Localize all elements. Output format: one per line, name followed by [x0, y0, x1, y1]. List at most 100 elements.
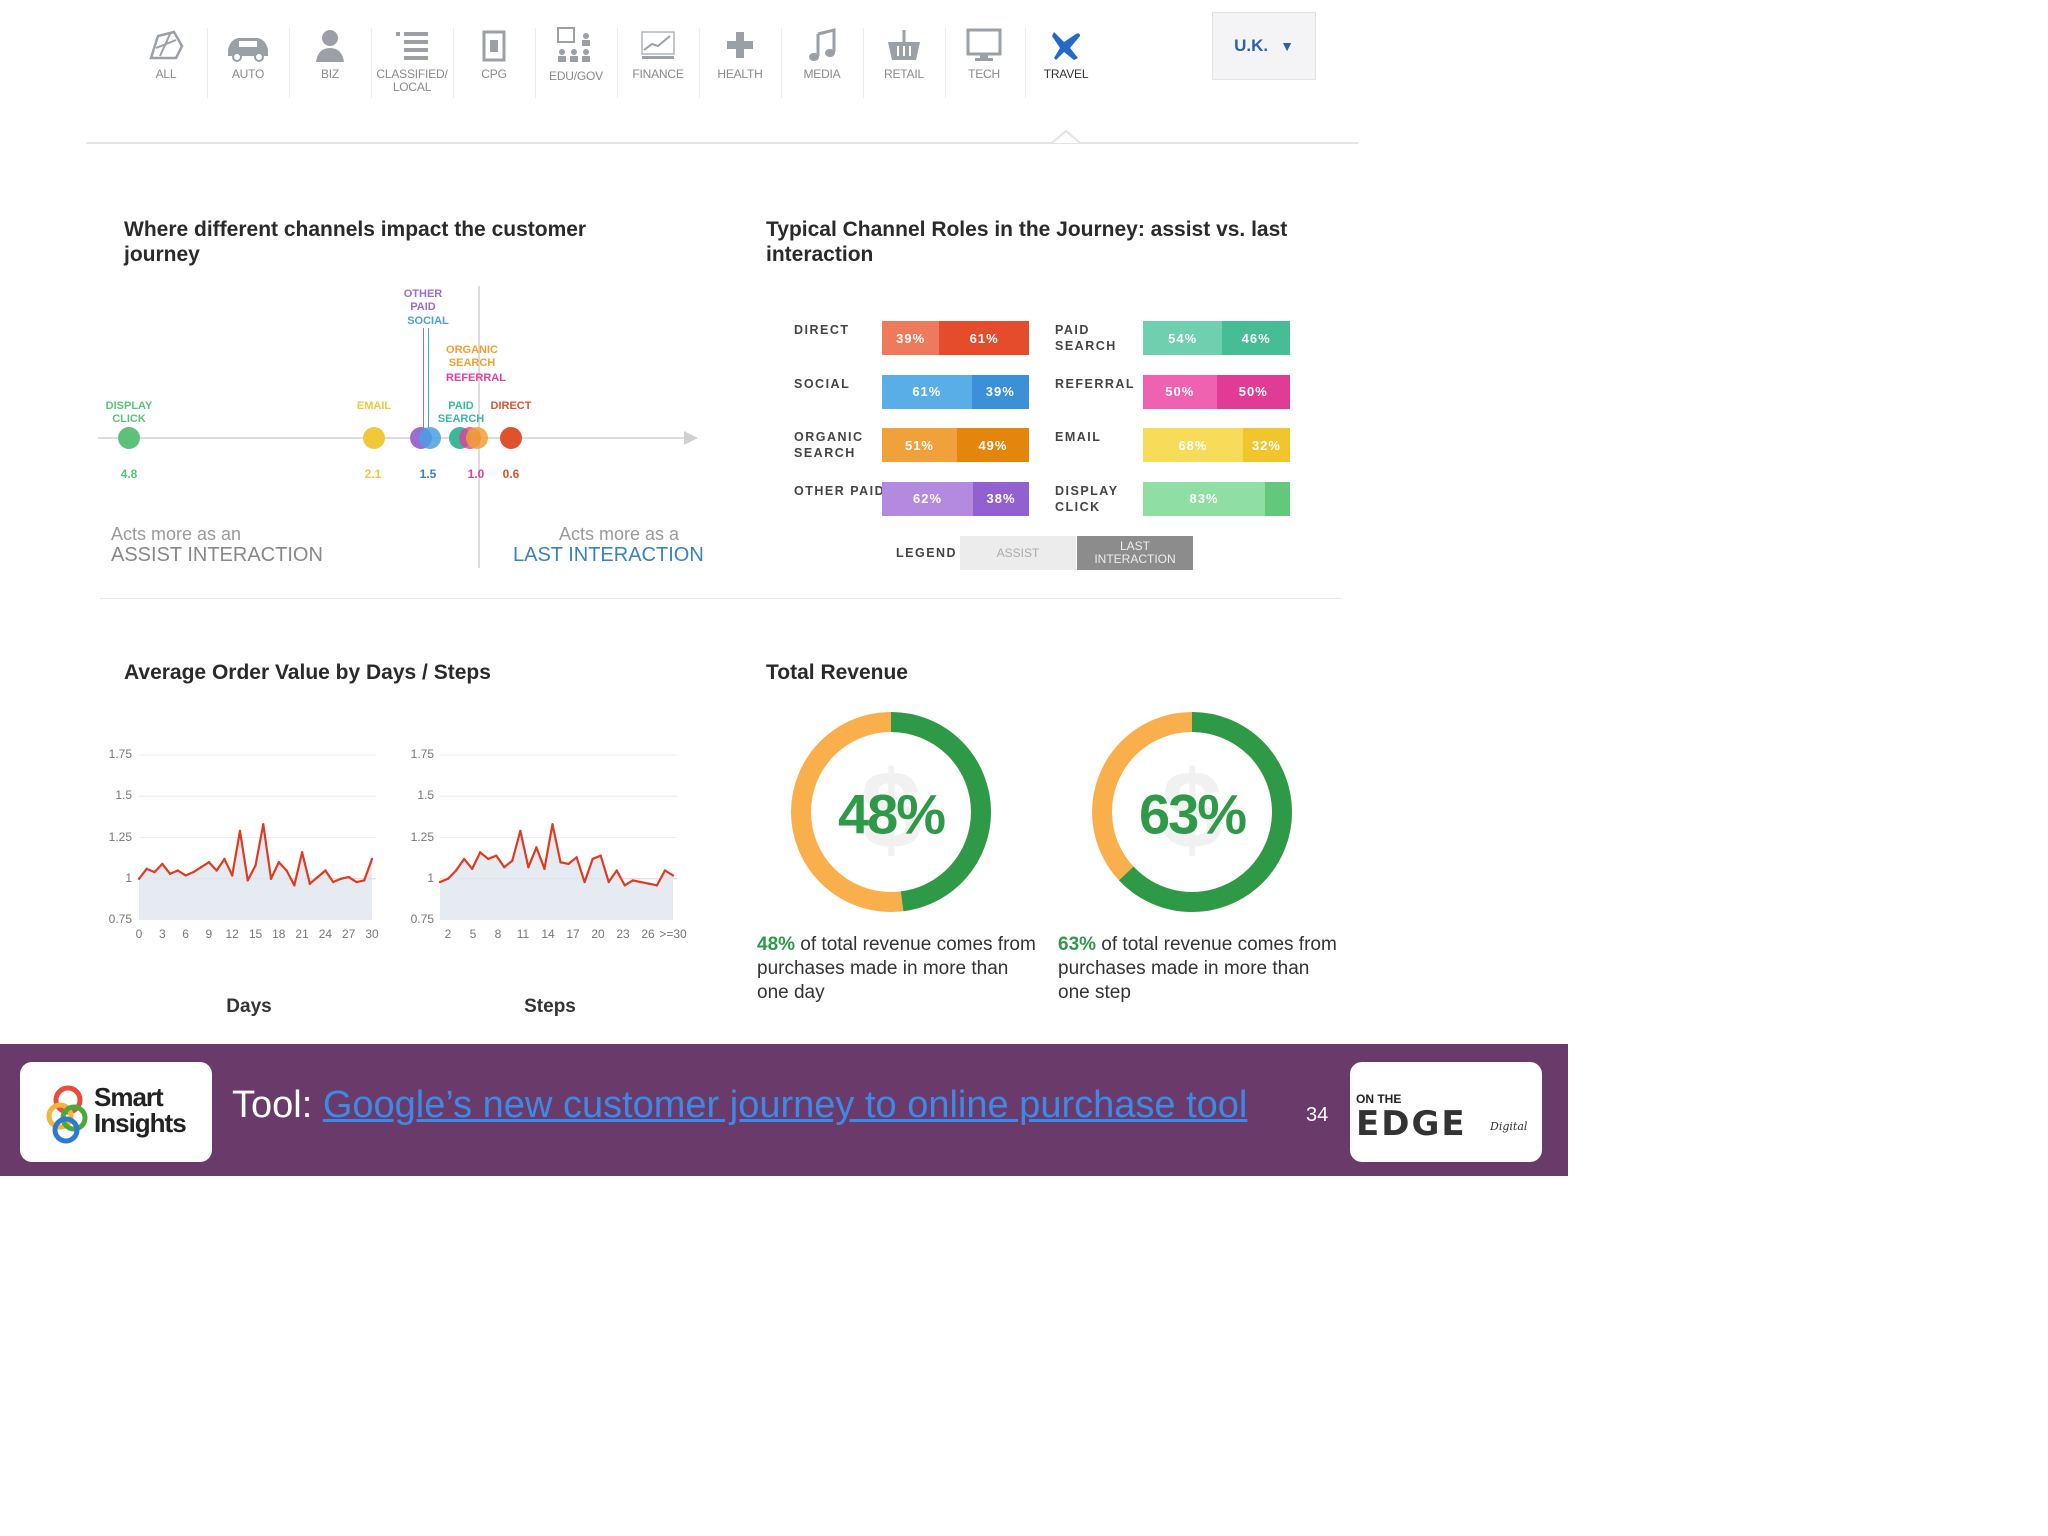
- y-tick-label: 1.75: [410, 747, 434, 761]
- dot-social[interactable]: [419, 427, 441, 449]
- x-tick-label: 8: [494, 927, 502, 941]
- x-tick-label: 24: [318, 927, 333, 941]
- role-bar-last: 32%: [1242, 428, 1290, 462]
- nav-item-classified-local[interactable]: CLASSIFIED/LOCAL: [374, 26, 450, 94]
- role-label: DIRECT: [794, 323, 850, 337]
- role-bar-last: 50%: [1216, 374, 1290, 409]
- data-point: [470, 867, 474, 871]
- role-bar-last: 61%: [939, 321, 1029, 355]
- data-point: [347, 875, 350, 879]
- nav-item-biz[interactable]: BIZ: [292, 26, 368, 81]
- data-point: [153, 870, 156, 874]
- role-bar[interactable]: 50% 50%: [1143, 374, 1290, 409]
- dot-email[interactable]: [363, 427, 385, 449]
- data-point: [478, 851, 482, 854]
- data-point: [176, 869, 180, 872]
- donut-share: [1092, 712, 1292, 912]
- nav-divider: [535, 28, 536, 98]
- role-bar-assist: 54%: [1143, 321, 1223, 355]
- package-icon: [482, 30, 506, 62]
- series-line: [439, 823, 674, 887]
- role-bar[interactable]: 61% 39%: [882, 374, 1029, 409]
- data-point: [293, 884, 296, 887]
- role-bar-assist: 50%: [1143, 374, 1217, 409]
- nav-label: ALL: [155, 67, 177, 81]
- nav-item-tech[interactable]: TECH: [946, 26, 1022, 81]
- nav-item-edu-gov[interactable]: EDU/GOV: [538, 26, 614, 83]
- role-bar-assist: 83%: [1143, 481, 1265, 516]
- dot-display-click[interactable]: [118, 427, 140, 449]
- nav-label: EDU/GOV: [549, 69, 603, 83]
- data-point: [370, 857, 374, 861]
- dot-direct[interactable]: [500, 427, 522, 449]
- data-point: [535, 846, 538, 849]
- data-point: [671, 874, 675, 877]
- data-point: [607, 880, 610, 884]
- value-email: 2.1: [364, 467, 382, 481]
- data-point: [285, 869, 288, 872]
- role-bar[interactable]: 68% 32%: [1143, 428, 1290, 462]
- data-point: [339, 877, 343, 880]
- role-bar[interactable]: 83%: [1143, 481, 1290, 516]
- label-display-click: DISPLAY CLICK: [105, 400, 153, 425]
- label-referral: REFERRAL: [446, 372, 506, 384]
- y-tick-label: 0.75: [108, 912, 132, 926]
- nav-item-all[interactable]: ALL: [128, 26, 204, 81]
- data-point: [238, 829, 242, 833]
- role-bar-assist: 62%: [882, 481, 974, 516]
- nav-label: TECH: [968, 67, 1000, 81]
- x-tick-label: 21: [295, 927, 309, 941]
- edge-logo-main: EDGE: [1356, 1104, 1467, 1144]
- nav-item-finance[interactable]: FINANCE: [620, 26, 696, 81]
- value-display: 4.8: [120, 467, 138, 481]
- classroom-icon: [557, 27, 590, 62]
- dot-organic-search[interactable]: [466, 427, 488, 449]
- data-point: [254, 864, 257, 867]
- data-point: [519, 829, 522, 833]
- data-point: [145, 867, 148, 871]
- nav-divider: [781, 28, 782, 98]
- role-bar[interactable]: 51% 49%: [882, 428, 1029, 462]
- slide: ALL AUTO BIZ CLASSIFIED/LOCAL CPG EDU/GO…: [0, 12, 1568, 1176]
- role-bar[interactable]: 54% 46%: [1143, 321, 1290, 355]
- page-number: 34: [1306, 1104, 1329, 1126]
- donut-days-pct: 48%: [837, 782, 946, 846]
- role-bar[interactable]: 62% 38%: [882, 481, 1029, 516]
- basket-icon: [888, 30, 920, 60]
- roles-title: Typical Channel Roles in the Journey: as…: [766, 218, 1288, 266]
- nav-item-retail[interactable]: RETAIL: [866, 26, 942, 81]
- list-icon: [396, 32, 428, 60]
- data-point: [438, 880, 442, 884]
- trend-chart-icon: [641, 31, 675, 59]
- nav-item-auto[interactable]: AUTO: [210, 26, 286, 81]
- data-point: [543, 867, 546, 871]
- x-tick-label: 30: [365, 927, 379, 941]
- nav-item-cpg[interactable]: CPG: [456, 26, 532, 81]
- assist-caption: Acts more as an: [111, 524, 242, 544]
- x-tick-label: 9: [205, 927, 213, 941]
- region-value: U.K.: [1234, 36, 1269, 55]
- data-point: [495, 854, 498, 857]
- other-paid-leader: [423, 328, 424, 428]
- edge-logo-sub: Digital: [1490, 1120, 1528, 1133]
- data-point: [647, 882, 651, 885]
- section-divider: [100, 598, 1342, 599]
- tool-link[interactable]: Google’s new customer journey to online …: [322, 1084, 1248, 1126]
- dollar-watermark-icon: $: [860, 749, 921, 872]
- x-tick-label: 6: [182, 927, 189, 941]
- nav-item-travel[interactable]: TRAVEL: [1028, 26, 1104, 81]
- region-dropdown[interactable]: U.K. ▼: [1212, 12, 1316, 80]
- globe-icon: [149, 30, 184, 60]
- data-point: [446, 877, 450, 880]
- role-bar-last: 49%: [956, 428, 1029, 462]
- nav-item-health[interactable]: HEALTH: [702, 26, 778, 81]
- nav-item-media[interactable]: MEDIA: [784, 26, 860, 81]
- role-label: REFERRAL: [1055, 376, 1136, 391]
- series-area: [139, 824, 372, 920]
- role-bar-assist: 61%: [882, 374, 972, 409]
- data-point: [631, 879, 635, 882]
- on-the-edge-logo: ON THE EDGE Digital: [1350, 1062, 1542, 1162]
- role-bar[interactable]: 39% 61%: [882, 321, 1029, 355]
- role-label: DISPLAY CLICK: [1055, 483, 1119, 514]
- donut-steps-caption: 63% of total revenue comes from purchase…: [1058, 934, 1337, 1003]
